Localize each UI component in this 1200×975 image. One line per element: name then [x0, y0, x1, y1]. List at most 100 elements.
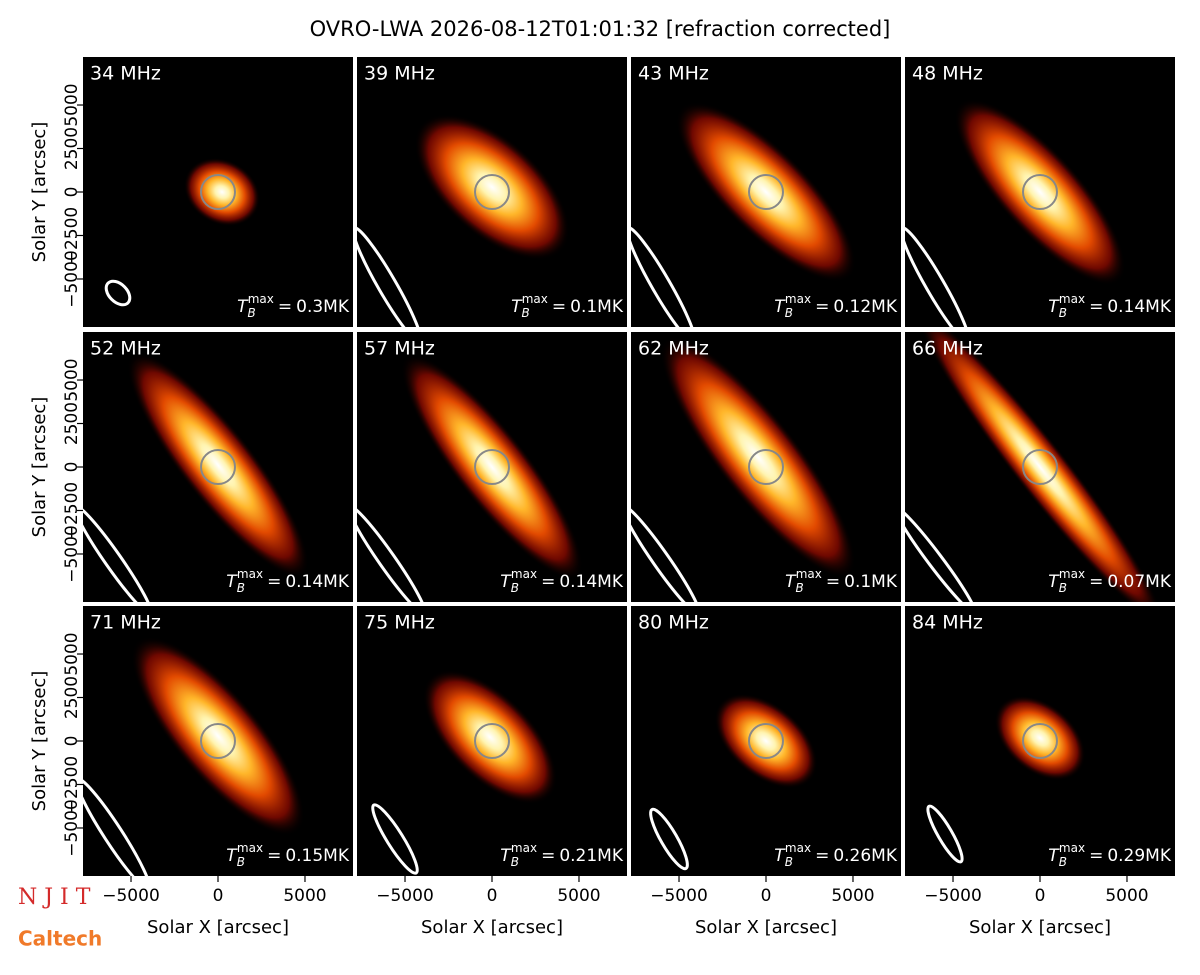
panel-content — [83, 636, 305, 876]
emission — [131, 636, 305, 836]
tb-symbol: T — [500, 572, 512, 592]
panel: 71 MHz TBmax = 0.15MK — [83, 606, 353, 876]
frequency-label: 52 MHz — [90, 338, 161, 360]
emission — [422, 669, 558, 805]
y-tick-label: 2500 — [62, 676, 82, 719]
tb-relation: = — [267, 572, 281, 592]
y-tick-label: −5000 — [62, 799, 82, 857]
tb-sub: B — [796, 581, 804, 595]
x-tick-label: 5000 — [557, 886, 600, 906]
tb-sup: max — [237, 841, 263, 855]
y-axis-label: Solar Y [arcsec] — [29, 671, 50, 812]
tb-sub: B — [248, 306, 256, 320]
tb-sub: B — [1059, 306, 1067, 320]
tb-max-label: TBmax = 0.1MK — [511, 292, 624, 320]
frequency-label: 34 MHz — [90, 63, 161, 85]
solar-disk — [1022, 174, 1058, 210]
solar-disk — [200, 449, 236, 485]
tb-relation: = — [278, 297, 292, 317]
x-axis-label: Solar X [arcsec] — [695, 917, 837, 938]
solar-disk — [748, 174, 784, 210]
panel-content — [83, 352, 309, 602]
emission — [676, 102, 856, 282]
panel: 48 MHz TBmax = 0.14MK — [905, 57, 1175, 327]
tb-value: 0.14MK — [559, 572, 624, 592]
tb-max-label: TBmax = 0.3MK — [237, 292, 350, 320]
y-tick-label: 0 — [62, 462, 82, 473]
panel-content — [926, 695, 1086, 864]
tb-sup: max — [1059, 841, 1085, 855]
x-tick-label: 5000 — [283, 886, 326, 906]
x-tick-label: −5000 — [102, 886, 160, 906]
tb-sup: max — [1059, 292, 1085, 306]
tb-relation: = — [1089, 297, 1103, 317]
beam — [104, 279, 132, 307]
tb-sup: max — [1059, 567, 1085, 581]
tb-symbol: T — [785, 572, 797, 592]
emission — [954, 98, 1126, 286]
beam — [649, 807, 689, 871]
panel: 57 MHz TBmax = 0.14MK — [357, 332, 627, 602]
frequency-label: 75 MHz — [364, 612, 435, 634]
x-tick-label: 0 — [213, 886, 224, 906]
tb-max-label: TBmax = 0.14MK — [500, 567, 624, 595]
tb-sub: B — [522, 306, 530, 320]
tb-max-label: TBmax = 0.14MK — [1048, 292, 1172, 320]
y-tick-label: 5000 — [62, 632, 82, 675]
logo-caltech: Caltech — [18, 927, 102, 951]
panel: 80 MHz TBmax = 0.26MK — [631, 606, 901, 876]
x-tick-label: 5000 — [831, 886, 874, 906]
panel-content — [631, 102, 856, 327]
tb-symbol: T — [1048, 297, 1060, 317]
emission — [660, 336, 856, 578]
tb-relation: = — [541, 572, 555, 592]
tb-value: 0.14MK — [1107, 297, 1172, 317]
tb-symbol: T — [500, 846, 512, 866]
tb-max-label: TBmax = 0.15MK — [226, 841, 350, 869]
y-tick-label: 5000 — [62, 358, 82, 401]
tb-sub: B — [1059, 855, 1067, 869]
tb-value: 0.12MK — [833, 297, 898, 317]
tb-symbol: T — [226, 572, 238, 592]
tb-sub: B — [511, 581, 519, 595]
solar-disk — [200, 723, 236, 759]
y-tick-label: −5000 — [62, 525, 82, 583]
emission — [414, 114, 570, 260]
x-axis-label: Solar X [arcsec] — [969, 917, 1111, 938]
tb-max-label: TBmax = 0.21MK — [500, 841, 624, 869]
logo-njit: N J I T — [18, 885, 91, 910]
frequency-label: 71 MHz — [90, 612, 161, 634]
tb-sup: max — [796, 567, 822, 581]
tb-value: 0.3MK — [296, 297, 350, 317]
panel: 52 MHz TBmax = 0.14MK — [83, 332, 353, 602]
tb-relation: = — [815, 846, 829, 866]
beam — [926, 804, 964, 864]
frequency-label: 39 MHz — [364, 63, 435, 85]
solar-disk — [474, 723, 510, 759]
tb-sup: max — [237, 567, 263, 581]
beam — [83, 504, 153, 602]
panel-content — [104, 157, 261, 307]
tb-symbol: T — [774, 846, 786, 866]
tb-value: 0.21MK — [559, 846, 624, 866]
emission — [127, 352, 309, 578]
y-axis-label: Solar Y [arcsec] — [29, 122, 50, 263]
panel-content — [371, 669, 558, 875]
beam — [905, 505, 977, 602]
beam — [357, 226, 423, 327]
tb-sup: max — [511, 841, 537, 855]
beam — [371, 803, 419, 875]
x-tick-label: 5000 — [1105, 886, 1148, 906]
tb-sup: max — [511, 567, 537, 581]
frequency-label: 84 MHz — [912, 612, 983, 634]
tb-value: 0.14MK — [285, 572, 350, 592]
beam — [631, 504, 701, 602]
tb-relation: = — [826, 572, 840, 592]
tb-relation: = — [267, 846, 281, 866]
tb-sub: B — [237, 855, 245, 869]
emission — [183, 157, 261, 227]
tb-symbol: T — [1048, 572, 1060, 592]
frequency-label: 57 MHz — [364, 338, 435, 360]
panel: 39 MHz TBmax = 0.1MK — [357, 57, 627, 327]
